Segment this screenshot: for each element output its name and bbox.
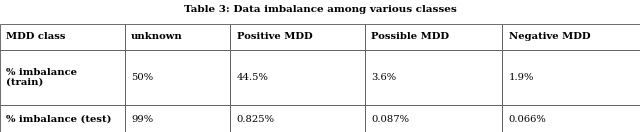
- Text: Negative MDD: Negative MDD: [509, 32, 590, 41]
- Bar: [365, 50, 502, 105]
- Text: MDD class: MDD class: [6, 32, 66, 41]
- Bar: [125, 50, 230, 105]
- Bar: [230, 50, 365, 105]
- Text: 0.825%: 0.825%: [237, 115, 275, 124]
- Bar: [0, 24, 125, 50]
- Bar: [230, 24, 365, 50]
- Text: Table 3: Data imbalance among various classes: Table 3: Data imbalance among various cl…: [184, 5, 456, 14]
- Bar: [502, 24, 640, 50]
- Bar: [365, 24, 502, 50]
- Text: Possible MDD: Possible MDD: [371, 32, 449, 41]
- Bar: [125, 105, 230, 132]
- Text: 1.9%: 1.9%: [509, 73, 534, 82]
- Text: 3.6%: 3.6%: [371, 73, 396, 82]
- Bar: [230, 105, 365, 132]
- Bar: [365, 105, 502, 132]
- Text: Positive MDD: Positive MDD: [237, 32, 312, 41]
- Bar: [502, 105, 640, 132]
- Text: % imbalance (test): % imbalance (test): [6, 115, 112, 124]
- Bar: [0, 105, 125, 132]
- Text: unknown: unknown: [131, 32, 183, 41]
- Text: 50%: 50%: [131, 73, 154, 82]
- Bar: [0, 50, 125, 105]
- Text: 0.087%: 0.087%: [371, 115, 409, 124]
- Bar: [125, 24, 230, 50]
- Text: 44.5%: 44.5%: [237, 73, 269, 82]
- Bar: [502, 50, 640, 105]
- Text: 99%: 99%: [131, 115, 154, 124]
- Text: 0.066%: 0.066%: [509, 115, 547, 124]
- Text: % imbalance
(train): % imbalance (train): [6, 68, 77, 87]
